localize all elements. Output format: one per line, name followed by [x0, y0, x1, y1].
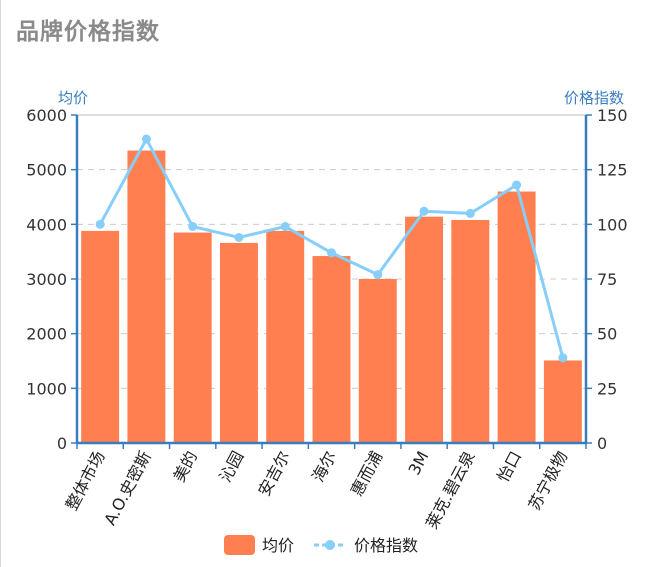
category-label: 整体市场 [62, 448, 109, 513]
left-tick-label: 1000 [26, 379, 67, 398]
legend-bar-label: 均价 [262, 536, 294, 555]
price-index-point-怡口 [512, 180, 522, 190]
category-label: 惠而浦 [347, 448, 386, 499]
price-index-point-惠而浦 [373, 270, 383, 280]
bar-series [81, 150, 582, 444]
category-label: 苏宁极物 [525, 448, 572, 513]
category-label: 沁园 [216, 448, 248, 485]
category-label: 美的 [169, 448, 201, 485]
right-tick-label: 0 [597, 434, 607, 453]
line-series [95, 134, 568, 363]
bar-海尔 [312, 256, 351, 443]
bar-A.O.史密斯 [127, 150, 166, 444]
right-tick-label: 150 [597, 106, 628, 125]
right-tick-label: 50 [597, 325, 617, 344]
left-tick-label: 3000 [26, 270, 67, 289]
legend-bar-swatch [224, 535, 255, 555]
left-tick-label: 4000 [26, 215, 67, 234]
category-label: 怡口 [493, 448, 525, 485]
price-index-point-3M [419, 206, 429, 216]
price-index-point-苏宁极物 [558, 353, 568, 363]
chart-title: 品牌价格指数 [16, 19, 160, 45]
category-label: 安吉尔 [254, 448, 293, 499]
right-axis-title: 价格指数 [564, 89, 624, 107]
bar-安吉尔 [266, 230, 305, 443]
left-tick-label: 0 [57, 434, 67, 453]
price-index-point-整体市场 [95, 219, 105, 229]
bar-莱克.碧云泉 [451, 219, 490, 443]
category-label: 海尔 [308, 448, 340, 485]
left-tick-label: 2000 [26, 325, 67, 344]
axes [71, 114, 592, 449]
legend-line-label: 价格指数 [354, 536, 418, 555]
category-label: 3M [405, 448, 433, 478]
price-index-point-A.O.史密斯 [141, 134, 151, 144]
price-index-point-海尔 [327, 248, 336, 258]
price-index-point-沁园 [234, 232, 244, 242]
right-tick-label: 125 [597, 161, 628, 180]
price-index-point-美的 [188, 222, 198, 232]
bar-美的 [173, 232, 212, 443]
right-tick-label: 100 [597, 215, 628, 234]
legend: 均价 价格指数 [224, 535, 418, 555]
right-tick-label: 25 [597, 379, 617, 398]
left-border [0, 0, 1, 567]
left-tick-label: 5000 [26, 161, 67, 180]
left-axis-title: 均价 [58, 89, 88, 107]
price-index-point-莱克.碧云泉 [465, 208, 475, 218]
bar-沁园 [219, 242, 258, 443]
bar-整体市场 [81, 230, 120, 443]
price-index-point-安吉尔 [280, 222, 290, 232]
right-tick-label: 75 [597, 270, 617, 289]
bar-苏宁极物 [543, 360, 582, 443]
bar-3M [405, 216, 444, 443]
legend-line-marker [325, 540, 335, 550]
left-tick-label: 6000 [26, 106, 67, 125]
category-label: A.O.史密斯 [100, 448, 155, 528]
bar-惠而浦 [358, 279, 397, 443]
category-label: 莱克.碧云泉 [422, 448, 479, 532]
